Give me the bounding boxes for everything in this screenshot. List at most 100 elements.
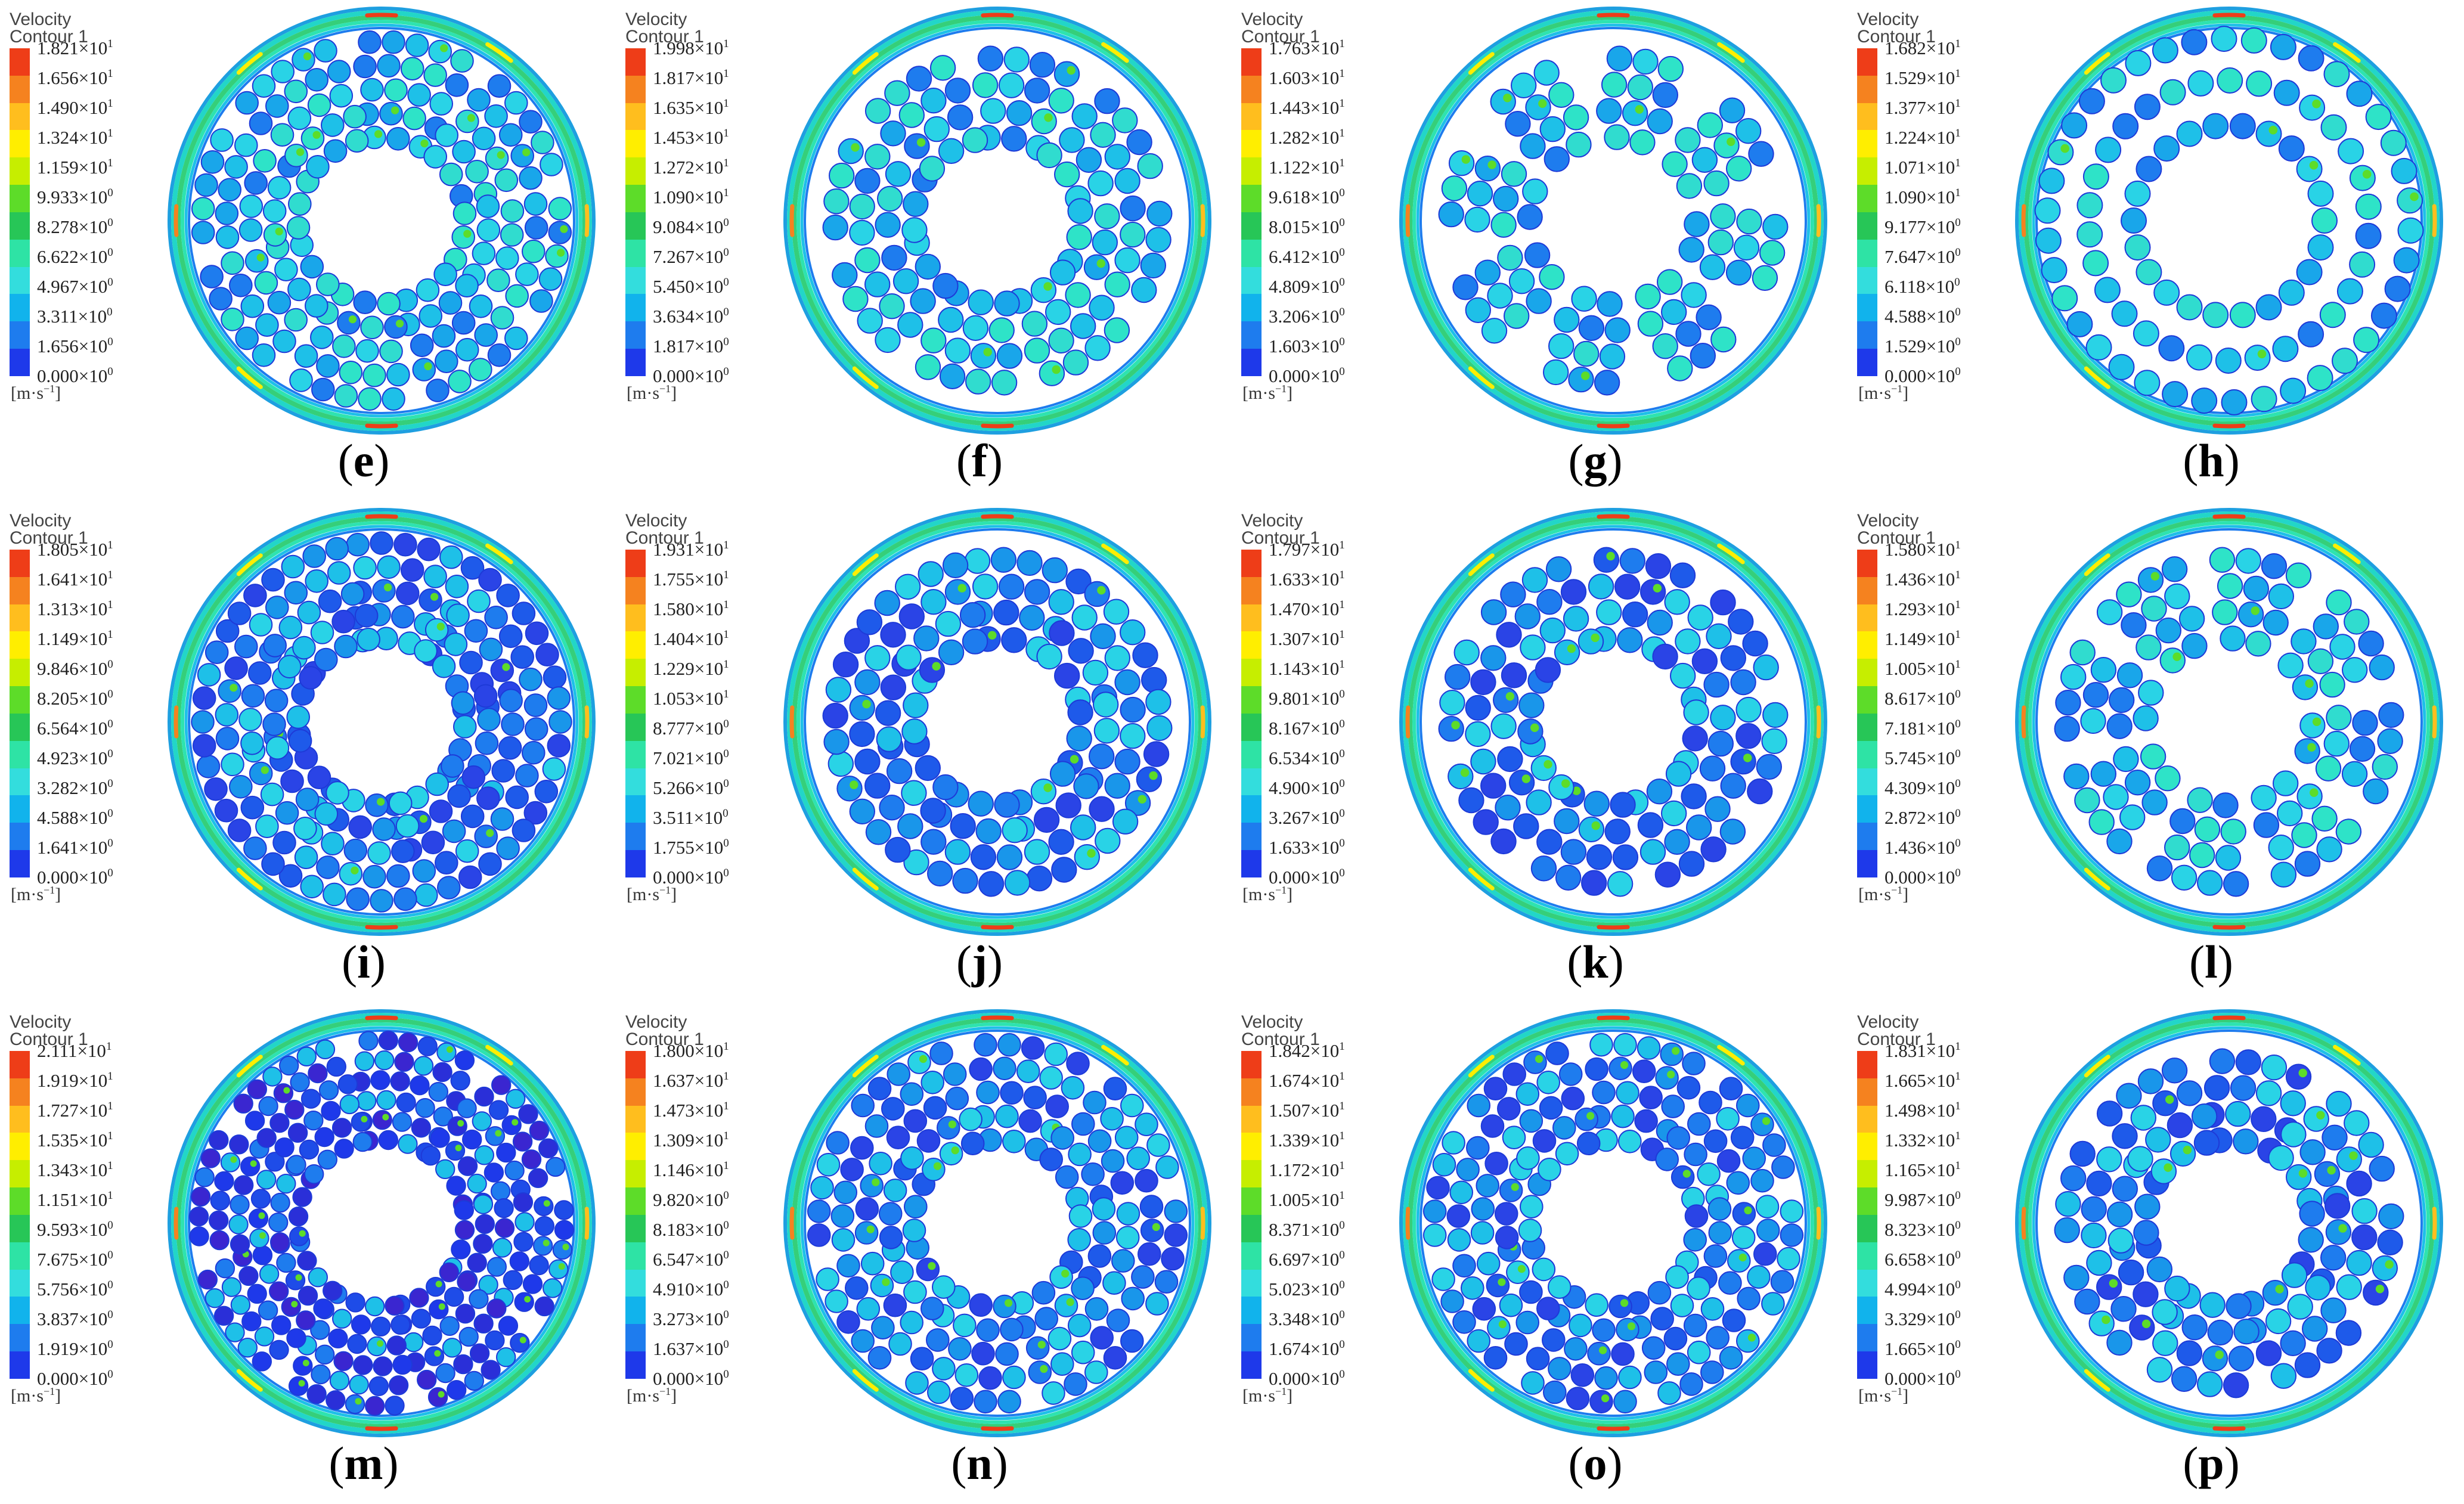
tube-cross-section: [1587, 1341, 1611, 1366]
tube-cross-section: [1084, 1360, 1108, 1384]
shell-ring: [2015, 1009, 2443, 1437]
tube-cross-section: [856, 609, 883, 635]
tube-cross-section: [2353, 327, 2380, 353]
tube-hotspot: [303, 52, 312, 61]
tube-cross-section: [1647, 609, 1673, 636]
tube-cross-section: [1687, 1112, 1711, 1136]
tube-cross-section: [1452, 1254, 1476, 1278]
tube-cross-section: [444, 632, 468, 656]
tube-cross-section: [1499, 1293, 1523, 1317]
tube-cross-section: [1652, 82, 1678, 108]
tube-cross-section: [554, 1220, 575, 1240]
tube-cross-section: [2051, 285, 2078, 312]
tube-hotspot: [1052, 365, 1061, 374]
tube-cross-section: [345, 1394, 365, 1415]
tube-cross-section: [2230, 1075, 2257, 1101]
tube-cross-section: [2108, 353, 2135, 380]
colorbar-swatch: [625, 1324, 646, 1352]
tube-cross-section: [252, 1351, 272, 1372]
tube-cross-section: [1592, 1080, 1616, 1105]
tube-cross-section: [988, 317, 1015, 343]
colorbar-tick-label: 1.656×100: [37, 336, 113, 356]
tube-cross-section: [1016, 550, 1043, 576]
tube-cross-section: [1560, 839, 1587, 865]
tube-cross-section: [2164, 1275, 2190, 1302]
tube-cross-section: [1447, 1228, 1471, 1252]
tube-cross-section: [1026, 866, 1053, 892]
tube-hotspot: [1606, 551, 1615, 561]
tube-cross-section: [2038, 168, 2065, 194]
tube-cross-section: [487, 343, 512, 367]
tube-cross-section: [2063, 1264, 2090, 1291]
colorbar-tick-label: 1.165×101: [1885, 1159, 1961, 1180]
tube-cross-section: [293, 1356, 313, 1376]
tube-cross-section: [250, 1189, 271, 1209]
tube-cross-section: [547, 734, 571, 758]
tube-cross-section: [360, 315, 384, 340]
tube-hotspot: [1538, 99, 1547, 108]
tube-cross-section: [1629, 129, 1656, 156]
tube-hotspot: [230, 1156, 237, 1163]
colorbar-swatch: [625, 266, 646, 294]
tube-cross-section: [995, 1104, 1019, 1128]
tube-cross-section: [269, 1281, 289, 1301]
tube-cross-section: [816, 1152, 841, 1177]
shell-hotspot: [852, 867, 879, 891]
tube-cross-section: [1748, 141, 1774, 167]
tube-cross-section: [2197, 1371, 2223, 1397]
colorbar-tick-label: 6.412×100: [1269, 246, 1345, 267]
tube-cross-section: [1461, 1276, 1484, 1300]
tube-cross-section: [838, 138, 864, 165]
tube-cross-section: [1684, 211, 1710, 237]
tube-cross-section: [504, 1160, 525, 1181]
tube-cross-section: [1131, 1265, 1155, 1289]
tube-cross-section: [903, 1280, 927, 1304]
tube-hotspot: [850, 780, 858, 789]
tube-cross-section: [1687, 1276, 1710, 1301]
tube-cross-section: [244, 1111, 265, 1131]
tube-cross-section: [1637, 311, 1664, 337]
tube-cross-section: [1121, 1286, 1145, 1311]
tube-cross-section: [412, 859, 436, 883]
tube-cross-section: [1543, 359, 1569, 386]
tube-cross-section: [1747, 778, 1773, 805]
tube-cross-section: [1526, 789, 1552, 815]
tube-cross-section: [1703, 671, 1730, 698]
tube-cross-section: [2255, 1340, 2282, 1366]
tube-cross-section: [240, 795, 265, 820]
tube-cross-section: [2207, 1319, 2233, 1346]
shell-hotspot: [2333, 42, 2361, 63]
tube-cross-section: [230, 1234, 250, 1254]
tube-hotspot: [512, 1119, 519, 1126]
tube-cross-section: [2369, 1155, 2395, 1182]
tube-cross-section: [1585, 1057, 1608, 1081]
tube-cross-section: [1448, 150, 1475, 176]
tube-cross-section: [875, 327, 901, 353]
tube-cross-section: [1645, 553, 1672, 579]
tube-cross-section: [1670, 1165, 1695, 1189]
tube-cross-section: [2152, 37, 2178, 64]
tube-cross-section: [1706, 1326, 1730, 1350]
tube-cross-section: [288, 1376, 309, 1396]
tube-cross-section: [524, 717, 548, 741]
tube-cross-section: [865, 819, 892, 845]
tube-cross-section: [191, 221, 215, 244]
tube-cross-section: [2323, 730, 2350, 757]
tube-cross-section: [421, 830, 445, 855]
colorbar-swatch: [10, 576, 30, 604]
tube-cross-section: [1525, 94, 1551, 120]
tube-cross-section: [1675, 321, 1701, 347]
tube-cross-section: [1016, 1059, 1040, 1083]
tube-cross-section: [1576, 1131, 1601, 1155]
tube-cross-section: [910, 1347, 934, 1371]
colorbar-tick-label: 1.090×101: [653, 187, 729, 207]
colorbar-swatch: [1857, 321, 1877, 349]
tube-cross-section: [996, 844, 1023, 870]
tube-cross-section: [455, 109, 479, 134]
tube-cross-section: [1132, 642, 1158, 668]
tube-cross-section: [1504, 303, 1530, 329]
tube-cross-section: [1044, 1042, 1068, 1066]
tube-cross-section: [1089, 796, 1115, 822]
tube-cross-section: [1070, 313, 1096, 339]
tube-cross-section: [1730, 748, 1756, 775]
